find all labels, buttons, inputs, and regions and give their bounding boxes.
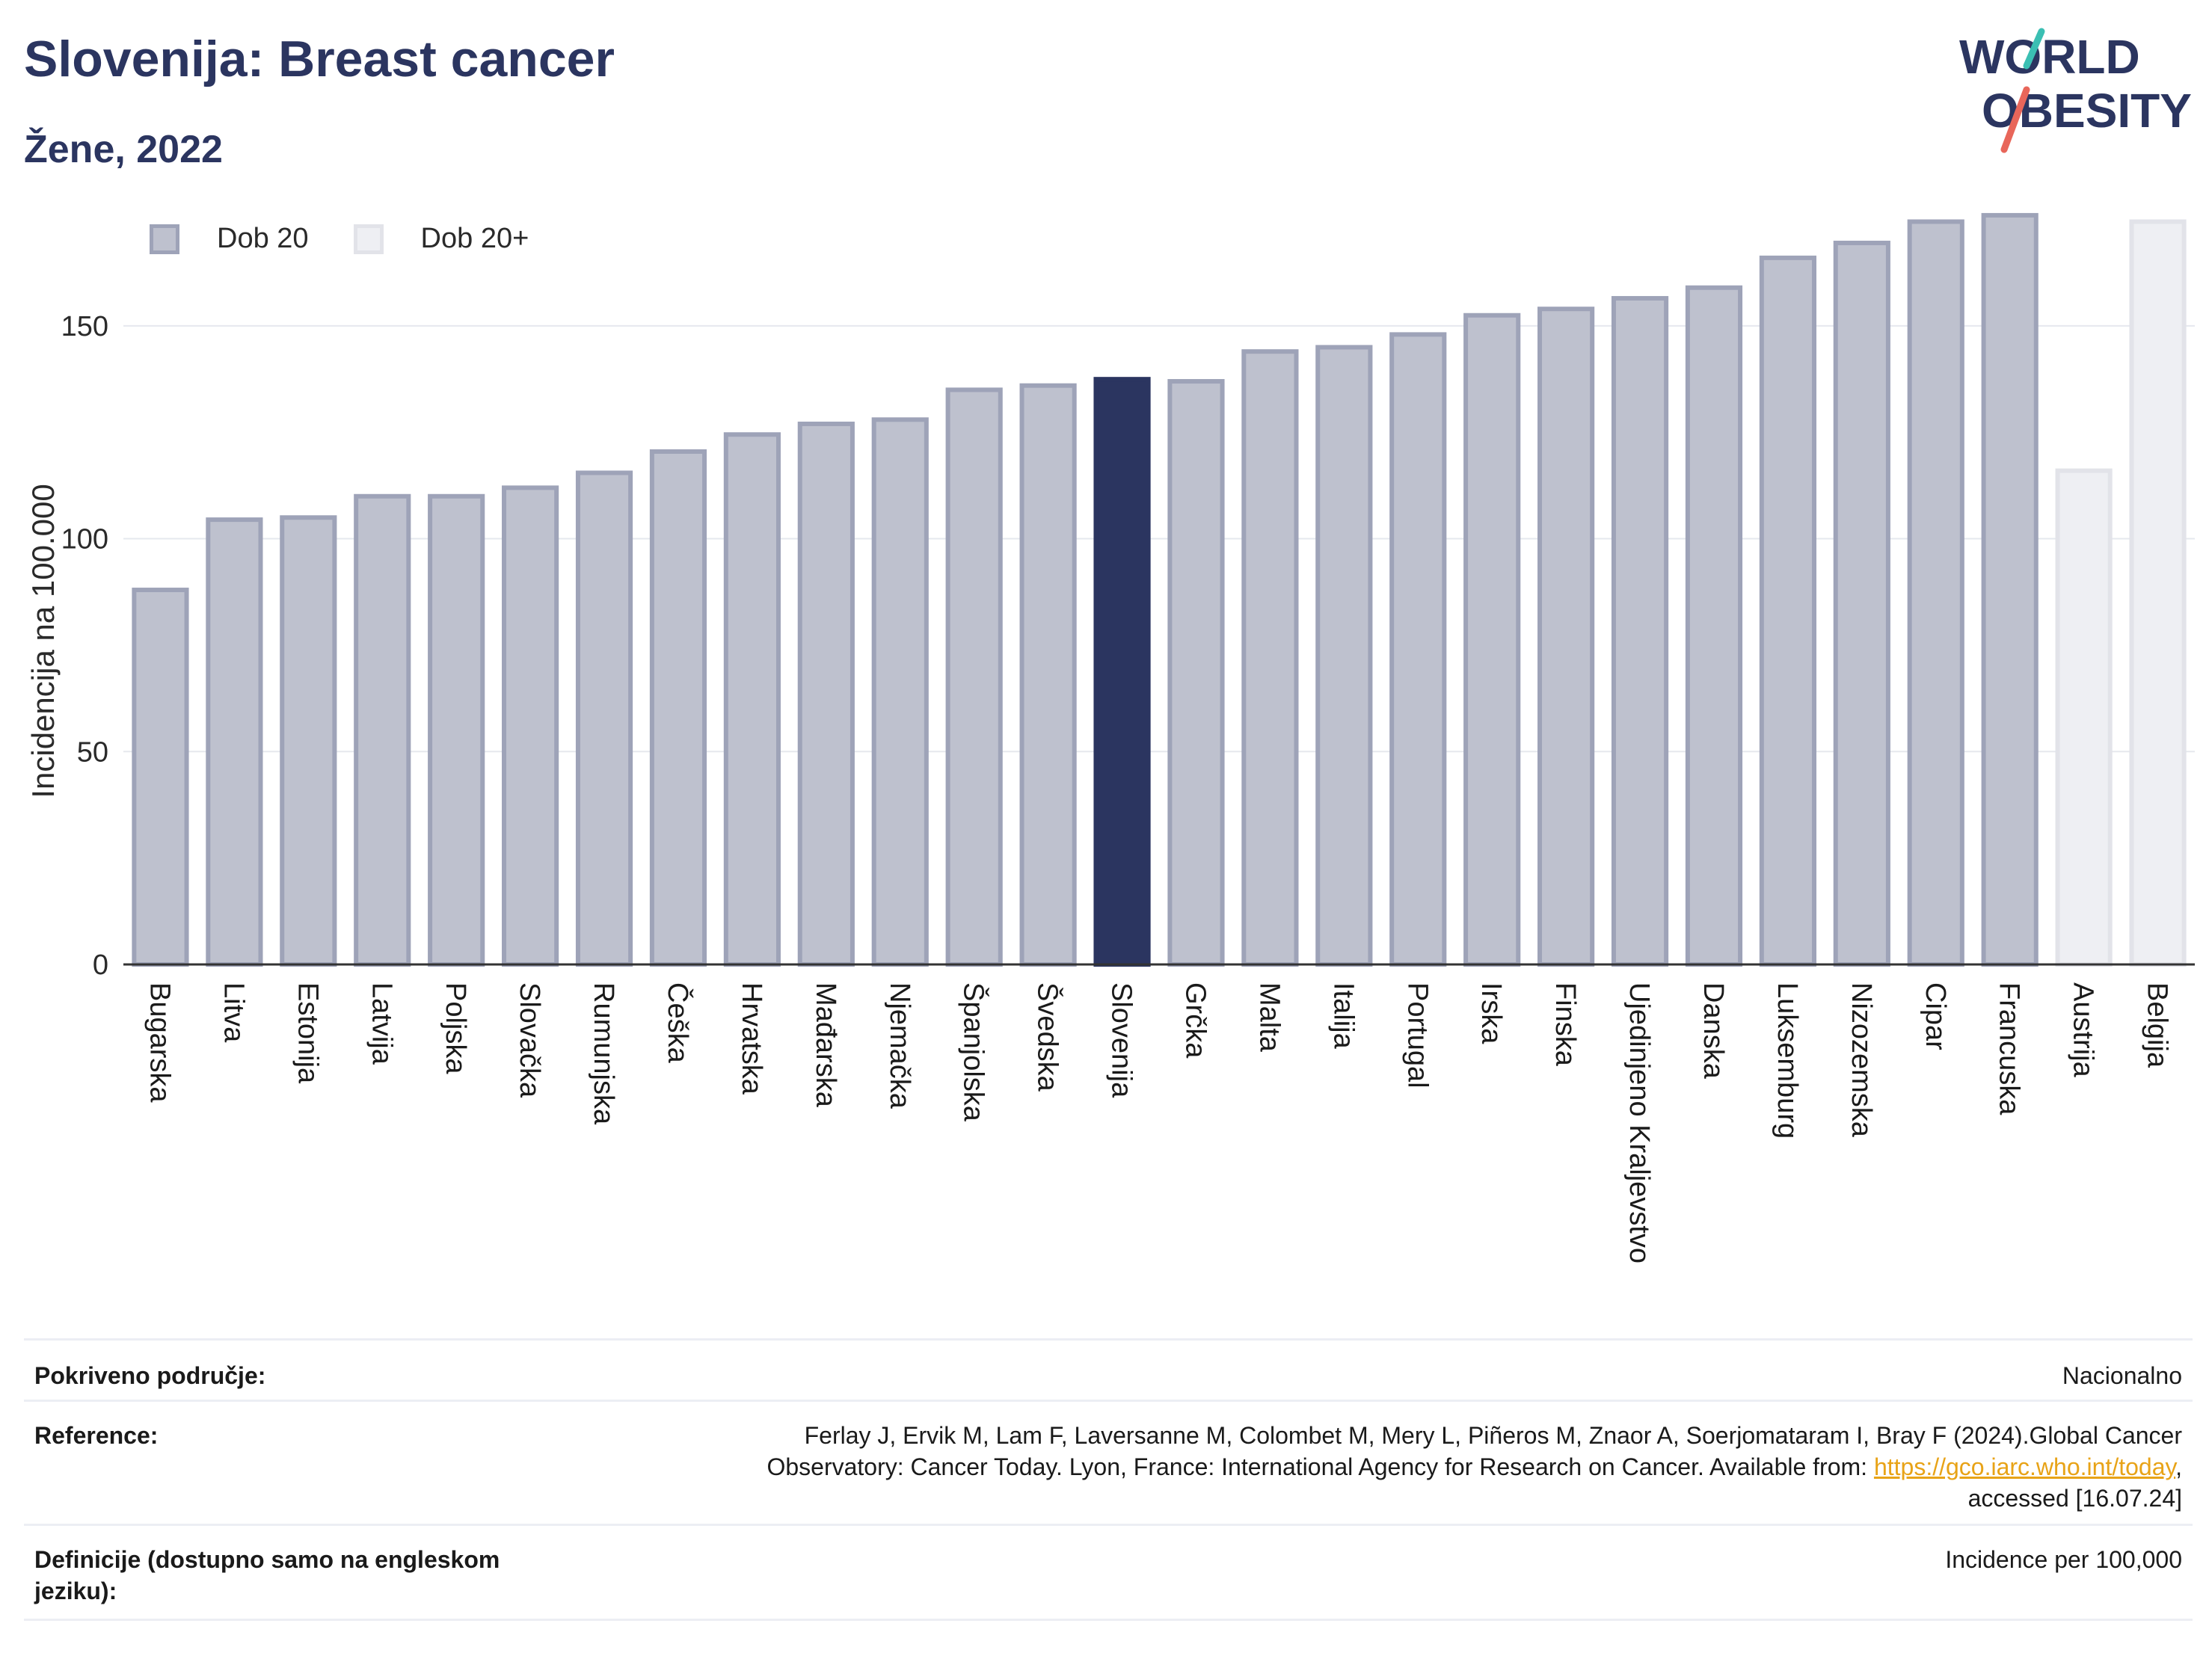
bar-luksemburg: [1759, 255, 1816, 967]
reference-line-3: accessed [16.07.24]: [1967, 1485, 2182, 1512]
y-tick-label-50: 50: [77, 736, 108, 768]
definitions-label-line-1: Definicije (dostupno samo na engleskom: [34, 1546, 500, 1573]
x-tick-label-latvija: Latvija: [366, 982, 397, 1065]
logo-slash-teal: [2023, 28, 2045, 70]
bar-estonija: [280, 515, 337, 967]
bar-bugarska: [132, 588, 189, 967]
x-tick-label-austrija: Austrija: [2068, 982, 2099, 1078]
x-tick-label-portugal: Portugal: [1401, 982, 1433, 1089]
reference-line-2: Observatory: Cancer Today. Lyon, France:…: [766, 1451, 2182, 1483]
x-tick-label-španjolska: Španjolska: [958, 982, 991, 1122]
bar-grčka: [1167, 379, 1225, 967]
y-tick-label-0: 0: [93, 949, 108, 981]
reference-line-2-comma: ,: [2175, 1453, 2182, 1480]
bar-poljska: [428, 493, 485, 967]
x-tick-label-grčka: Grčka: [1179, 982, 1211, 1059]
chart-legend: Dob 20 Dob 20+: [150, 223, 574, 255]
x-tick-label-hrvatska: Hrvatska: [736, 982, 767, 1095]
meta-row-coverage: Pokriveno područje: Nacionalno: [24, 1338, 2193, 1402]
bar-švedska: [1019, 383, 1077, 967]
x-tick-label-estonija: Estonija: [292, 982, 323, 1084]
x-tick-label-rumunjska: Rumunjska: [588, 982, 619, 1125]
world-obesity-logo: WORLD OBESITY: [1959, 28, 2192, 153]
legend-item-dob-20-plus[interactable]: Dob 20+: [353, 223, 529, 255]
x-tick-label-belgija: Belgija: [2142, 982, 2173, 1068]
bar-slovenija: [1093, 377, 1151, 967]
legend-item-dob-20[interactable]: Dob 20: [150, 223, 309, 255]
reference-link[interactable]: https://gco.iarc.who.int/today: [1873, 1453, 2176, 1480]
x-tick-label-poljska: Poljska: [440, 982, 471, 1074]
legend-label-dob-20-plus: Dob 20+: [420, 223, 529, 254]
bar-latvija: [354, 493, 411, 967]
x-tick-label-irska: Irska: [1475, 982, 1507, 1044]
reference-value: Ferlay J, Ervik M, Lam F, Laversanne M, …: [766, 1420, 2182, 1514]
logo-text-world: WORLD: [1959, 30, 2140, 84]
bar-rumunjska: [575, 470, 633, 967]
x-tick-label-češka: Češka: [662, 982, 695, 1064]
x-tick-label-francuska: Francuska: [1994, 982, 2025, 1115]
page-title: Slovenija: Breast cancer: [24, 31, 615, 87]
x-tick-label-danska: Danska: [1698, 982, 1729, 1080]
x-tick-label-ujedinjeno-kraljevstvo: Ujedinjeno Kraljevstvo: [1623, 982, 1655, 1263]
meta-row-reference: Reference: Ferlay J, Ervik M, Lam F, Lav…: [24, 1400, 2193, 1526]
coverage-value: Nacionalno: [2062, 1362, 2182, 1389]
reference-line-1: Ferlay J, Ervik M, Lam F, Laversanne M, …: [804, 1422, 2182, 1449]
bar-chart: 0 50 100 150 Incidencija na 100.000 Bugarska L…: [25, 212, 2195, 1263]
reference-label: Reference:: [34, 1422, 159, 1449]
x-tick-label-švedska: Švedska: [1032, 982, 1065, 1092]
reference-line-2-text: Observatory: Cancer Today. Lyon, France:…: [766, 1453, 1874, 1480]
y-axis-label: Incidencija na 100.000: [25, 484, 61, 798]
bar-slovačka: [502, 485, 559, 967]
bar-austrija: [2055, 468, 2113, 967]
legend-label-dob-20: Dob 20: [217, 223, 309, 254]
x-tick-label-finska: Finska: [1549, 982, 1581, 1067]
bar-italija: [1315, 345, 1373, 967]
bar-nizozemska: [1833, 240, 1890, 967]
bar-njemačka: [871, 417, 929, 967]
logo-slash-red: [2000, 86, 2030, 153]
x-tick-label-mađarska: Mađarska: [810, 982, 841, 1108]
bar-ujedinjeno-kraljevstvo: [1611, 295, 1669, 967]
x-tick-label-slovačka: Slovačka: [514, 982, 545, 1098]
bar-belgija: [2129, 219, 2187, 967]
x-tick-label-njemačka: Njemačka: [884, 982, 915, 1109]
bar-mađarska: [797, 421, 855, 967]
x-tick-label-litva: Litva: [218, 982, 249, 1043]
bar-francuska: [1981, 212, 2039, 967]
x-tick-label-nizozemska: Nizozemska: [1846, 982, 1877, 1138]
bar-finska: [1537, 307, 1595, 967]
x-tick-label-bugarska: Bugarska: [144, 982, 175, 1103]
bar-hrvatska: [723, 432, 781, 967]
x-tick-label-italija: Italija: [1327, 982, 1359, 1050]
x-tick-label-malta: Malta: [1253, 982, 1285, 1053]
y-tick-label-150: 150: [61, 311, 108, 342]
legend-swatch-dob-20: [150, 224, 179, 254]
legend-swatch-dob-20-plus: [353, 224, 384, 254]
bar-litva: [206, 517, 263, 967]
bar-češka: [649, 449, 707, 967]
bar-portugal: [1389, 332, 1447, 967]
page-subtitle: Žene, 2022: [24, 128, 223, 171]
x-tick-label-cipar: Cipar: [1920, 982, 1951, 1050]
definitions-label-line-2: jeziku):: [34, 1577, 117, 1604]
coverage-label: Pokriveno područje:: [34, 1362, 266, 1389]
bar-irska: [1463, 313, 1521, 967]
definitions-value: Incidence per 100,000: [1945, 1546, 2182, 1573]
bar-španjolska: [945, 387, 1003, 967]
bar-malta: [1241, 349, 1299, 967]
meta-row-definitions: Definicije (dostupno samo na engleskom j…: [24, 1524, 2193, 1621]
bar-danska: [1685, 285, 1743, 967]
x-tick-label-slovenija: Slovenija: [1106, 982, 1137, 1098]
x-tick-label-luksemburg: Luksemburg: [1772, 982, 1803, 1139]
bar-cipar: [1907, 219, 1964, 967]
y-tick-label-100: 100: [61, 524, 108, 555]
definitions-label: Definicije (dostupno samo na engleskom j…: [34, 1544, 500, 1607]
